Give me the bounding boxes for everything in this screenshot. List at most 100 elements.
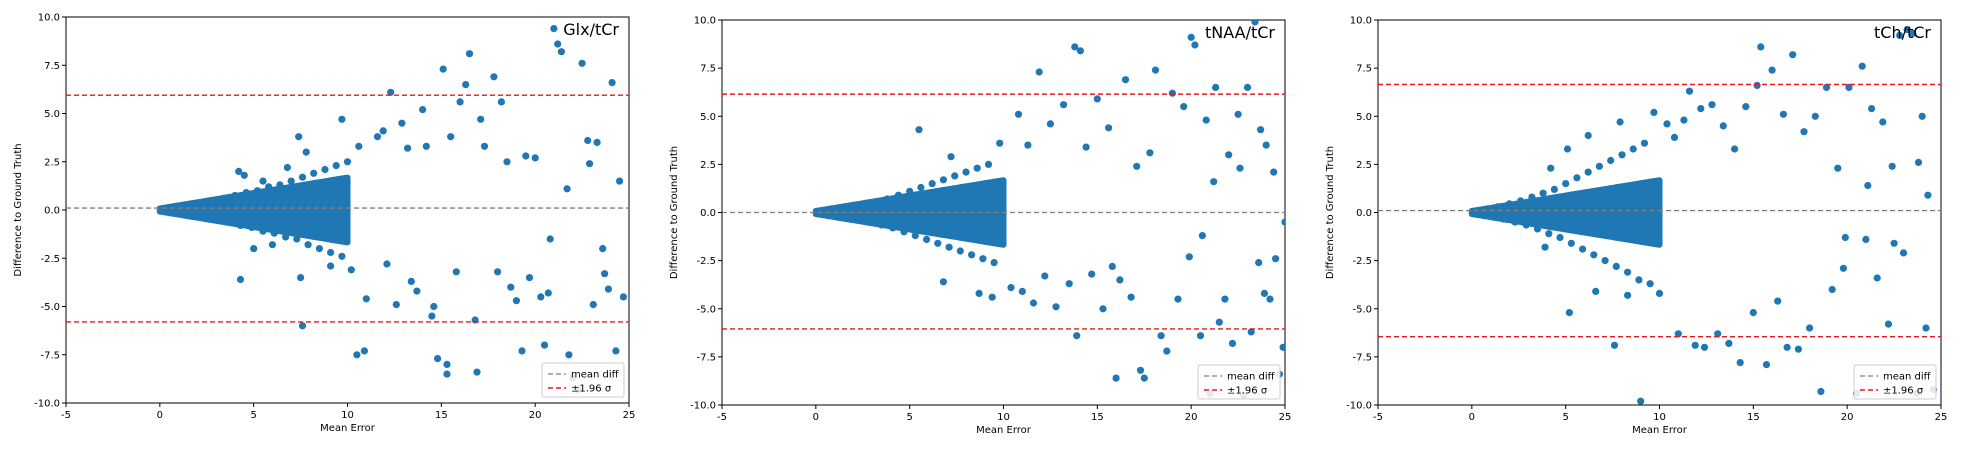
panel-3-data-point (1864, 181, 1872, 190)
panel-1-data-point (268, 241, 276, 249)
panel-3-data-point (1822, 83, 1831, 91)
panel-3-data-point (1914, 158, 1923, 166)
panel-2-data-point (838, 204, 846, 212)
panel-3-data-point (1663, 120, 1671, 128)
panel-2-data-point (849, 202, 858, 210)
panel-2-data-point (1279, 343, 1285, 351)
panel-1-data-point (293, 235, 301, 243)
panel-3-data-point (1841, 233, 1849, 242)
panel-2-data-point (956, 247, 964, 255)
panel-3-data-point (1858, 62, 1866, 70)
panel-3-data-point (1800, 128, 1808, 136)
panel-1-data-point (242, 189, 250, 197)
panel-3-data-point (1595, 162, 1603, 170)
panel-1-data-point (253, 187, 261, 195)
panel-1-data-point (373, 133, 382, 141)
panel-2-data-point (861, 200, 869, 208)
panel-2-data-point (1024, 141, 1032, 149)
panel-3-data-point (1774, 297, 1782, 305)
panel-1-data-point (512, 297, 521, 305)
panel-2-y-axis-label: Difference to Ground Truth (669, 146, 680, 279)
panel-1: -5 0 5 10 15 20 25 -10.0 -7.5 -5.0 -2.5 0.0 2.5 5.0 7.… (13, 13, 635, 435)
panel-2-data-point (928, 180, 936, 188)
panel-1-y-tick-label: -10.0 (34, 399, 60, 410)
panel-2-data-point (844, 214, 852, 222)
panel-3-data-point (1477, 210, 1485, 218)
panel-3-y-tick-label: 0.0 (1356, 208, 1372, 219)
panel-2-data-point (1225, 151, 1233, 159)
panel-1-data-point (347, 266, 355, 274)
panel-3-data-point (1691, 341, 1699, 349)
panel-3-data-point (1725, 339, 1733, 347)
panel-1-data-point (537, 293, 545, 301)
panel-3-data-point (1517, 197, 1525, 205)
panel-1-data-point (327, 248, 335, 257)
panel-2-data-point (1236, 164, 1244, 172)
panel-1-data-point (265, 183, 273, 191)
panel-2-data-point (1221, 295, 1229, 303)
panel-3-data-point (1890, 239, 1898, 247)
panel-3-points (1468, 26, 1938, 405)
panel-1-data-point (531, 154, 539, 162)
panel-2-data-point (1035, 68, 1043, 76)
panel-2-data-point (1046, 120, 1054, 128)
panel-1-x-tick-label: 20 (529, 410, 542, 421)
panel-3-data-point (1845, 83, 1853, 91)
panel-2-x-tick-label: 5 (906, 412, 912, 423)
panel-3-data-point (1590, 251, 1598, 259)
panel-3-data-point (1607, 156, 1615, 165)
panel-1-data-point (236, 221, 245, 229)
panel-2-legend-box (1197, 364, 1281, 400)
panel-2-data-point (1247, 328, 1255, 336)
panel-1-data-point (465, 50, 474, 58)
panel-3-x-tick-label: 10 (1653, 412, 1666, 423)
panel-1-data-point (452, 268, 460, 276)
panel-2-data-point (951, 172, 959, 180)
panel-2-data-point (973, 164, 981, 172)
panel-2-data-point (906, 187, 914, 195)
panel-1-y-tick-label: 7.5 (44, 61, 60, 72)
panel-2-y-tick-label: 2.5 (700, 160, 716, 171)
panel-1-data-point (398, 119, 406, 127)
panel-2-data-point (911, 232, 919, 240)
panel-1-data-point (604, 285, 613, 293)
panel-3-x-axis-label: Mean Error (1632, 425, 1688, 436)
panel-3-data-point (1834, 164, 1842, 172)
panel-3-data-point (1545, 230, 1553, 238)
panel-3-data-point (1839, 264, 1847, 272)
panel-2-data-point (1007, 284, 1015, 292)
panel-2-y-tick-label: -5.0 (696, 304, 716, 315)
panel-3-data-point (1708, 101, 1716, 109)
panel-3-data-point (1563, 145, 1572, 153)
panel-1-y-tick-label: 0.0 (44, 206, 60, 217)
panel-1-legend-limit-label: ±1.96 σ (571, 384, 612, 395)
panel-3-data-point (1541, 243, 1549, 251)
panel-2-data-point (1255, 259, 1263, 267)
panel-2-data-point (1234, 110, 1242, 118)
panel-3-data-point (1584, 131, 1592, 140)
panel-2-data-point (1210, 178, 1218, 186)
panel-3-data-point (1879, 118, 1887, 126)
panel-2-x-tick-label: 25 (1279, 412, 1292, 423)
panel-3: -5 0 5 10 15 20 25 -10.0 -7.5 -5.0 -2.5 0.0 2.5 5.0 7.… (1325, 16, 1947, 437)
panel-3-data-point (1624, 291, 1632, 299)
panel-1-data-point (302, 148, 310, 156)
panel-2-data-point (1180, 103, 1188, 111)
panel-2-data-point (1187, 33, 1195, 41)
panel-2-x-tick-label: 0 (813, 412, 819, 423)
panel-1-data-point (355, 142, 363, 150)
panel-3-data-point (1629, 145, 1637, 153)
panel-3-data-point (1646, 280, 1654, 288)
panel-1-data-point (490, 73, 498, 81)
panel-3-data-point (1806, 324, 1814, 332)
panel-2-data-point (962, 168, 970, 176)
panel-2-data-point (1127, 293, 1135, 301)
panel-3-data-point (1768, 66, 1776, 74)
panel-1-data-point (259, 227, 267, 235)
panel-2-data-point (923, 235, 931, 243)
panel-2-data-point (900, 228, 908, 236)
panel-3-x-tick-label: 15 (1747, 412, 1760, 423)
panel-3-data-point (1700, 343, 1709, 351)
panel-1-data-point (298, 173, 307, 181)
panel-3-x-tick-label: 5 (1562, 412, 1568, 423)
